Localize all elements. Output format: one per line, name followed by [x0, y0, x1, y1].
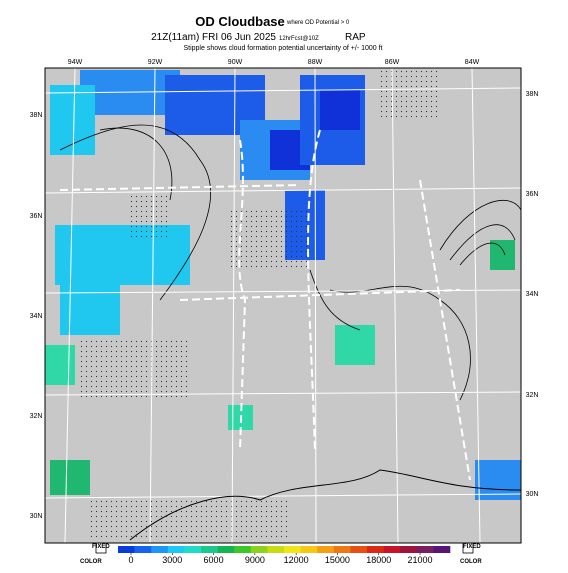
colorbar-right-label: FIXED — [463, 544, 481, 550]
colorbar-swatch — [267, 546, 285, 553]
lon-label: 94W — [68, 59, 83, 66]
colorbar: FIXED COLOR FIXED COLOR 0 3000 6000 9000 120… — [80, 542, 482, 565]
lat-label: 38N — [526, 91, 539, 98]
lat-label: 30N — [526, 491, 539, 498]
colorbar-tick-label: 6000 — [204, 555, 224, 565]
colorbar-swatch — [317, 546, 335, 553]
model: RAP — [345, 32, 366, 43]
colorbar-tick-label: 21000 — [407, 555, 432, 565]
colorbar-left-label: COLOR — [80, 559, 102, 565]
lat-label: 36N — [30, 213, 43, 220]
state-borders — [59, 129, 471, 481]
colorbar-swatch — [333, 546, 351, 553]
colorbar-swatch — [416, 546, 434, 553]
valid-time: 21Z(11am) FRI 06 Jun 2025 — [151, 32, 276, 43]
title-note: where OD Potential > 0 — [286, 20, 350, 26]
colorbar-swatch — [400, 546, 418, 553]
lon-label: 86W — [385, 59, 400, 66]
lat-label: 32N — [526, 392, 539, 399]
lat-label: 30N — [30, 513, 43, 520]
lon-label: 84W — [465, 59, 480, 66]
colorbar-tick-label: 18000 — [366, 555, 391, 565]
lat-label: 36N — [526, 191, 539, 198]
lat-label: 34N — [526, 291, 539, 298]
colorbar-left-label: FIXED — [92, 544, 110, 550]
colorbar-swatch — [433, 546, 451, 553]
map-labels: 94W 92W 90W 88W 86W 84W 38N 36N 34N 32N 30N 38N 36N 3… — [30, 59, 539, 520]
colorbar-swatch — [383, 546, 401, 553]
colorbar-tick-label: 15000 — [325, 555, 350, 565]
map-frame — [44, 67, 522, 544]
colorbar-swatch — [217, 546, 235, 553]
colorbar-swatch — [134, 546, 152, 553]
colorbar-swatch — [250, 546, 268, 553]
colorbar-swatch — [284, 546, 301, 553]
colorbar-swatch — [118, 546, 135, 553]
graticule — [45, 68, 521, 543]
title: OD Cloudbase — [195, 14, 285, 29]
colorbar-swatch — [234, 546, 252, 553]
lon-label: 92W — [148, 59, 163, 66]
colorbar-tick-label: 0 — [128, 555, 133, 565]
cloud-field — [45, 68, 521, 540]
forecast: 12hrFcst@10Z — [279, 36, 319, 42]
lat-label: 34N — [30, 313, 43, 320]
lat-label: 38N — [30, 112, 43, 119]
colorbar-tick-label: 12000 — [284, 555, 309, 565]
stipple-note: Stipple shows cloud formation potential … — [183, 45, 382, 52]
lat-label: 32N — [30, 413, 43, 420]
colorbar-swatch — [184, 546, 202, 553]
lon-label: 88W — [308, 59, 323, 66]
lon-label: 90W — [228, 59, 243, 66]
colorbar-swatch — [350, 546, 368, 553]
colorbar-swatch — [367, 546, 384, 553]
colorbar-swatch — [151, 546, 169, 553]
map — [45, 68, 521, 543]
colorbar-swatch — [167, 546, 185, 553]
colorbar-swatch — [300, 546, 318, 553]
colorbar-swatch — [201, 546, 218, 553]
colorbar-tick-label: 9000 — [245, 555, 265, 565]
colorbar-tick-label: 3000 — [162, 555, 182, 565]
coastline — [129, 469, 521, 541]
colorbar-right-label: COLOR — [460, 559, 482, 565]
